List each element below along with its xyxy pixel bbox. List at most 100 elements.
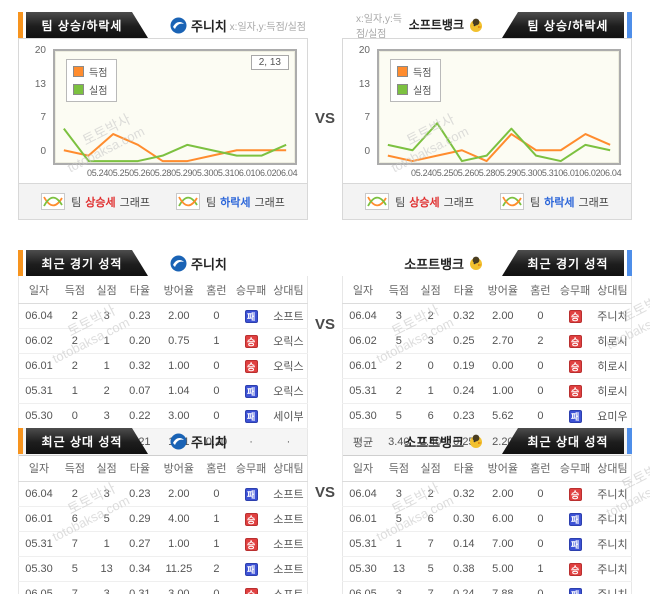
cell: 06.01 bbox=[342, 506, 383, 532]
cell: 0.32 bbox=[446, 481, 482, 507]
x-tick-label: 05.29 bbox=[495, 168, 517, 178]
cell: 11.25 bbox=[157, 556, 201, 582]
column-header: 승무패 bbox=[556, 454, 594, 482]
cell: 0 bbox=[200, 378, 233, 404]
cell: 0 bbox=[200, 403, 233, 429]
cell: 2 bbox=[382, 378, 415, 404]
cell: 6.00 bbox=[481, 506, 525, 532]
column-header: 방어율 bbox=[481, 276, 525, 304]
cell: 06.05 bbox=[18, 581, 59, 594]
cell: 7 bbox=[58, 581, 91, 594]
cell: 06.05 bbox=[342, 581, 383, 594]
section-title-tab: 최근 상대 성적 bbox=[26, 428, 148, 454]
result-cell: 승 bbox=[556, 328, 594, 354]
cell: 06.01 bbox=[18, 353, 59, 379]
cell: 0.23 bbox=[446, 403, 482, 429]
x-tick-label: 05.31 bbox=[213, 168, 235, 178]
result-cell: 패 bbox=[556, 506, 594, 532]
cell: 0.25 bbox=[446, 328, 482, 354]
softbank-mascot-icon bbox=[468, 17, 484, 33]
column-header: 실점 bbox=[90, 454, 123, 482]
cell: 5 bbox=[58, 556, 91, 582]
line-chart-softbank: 득점 실점 bbox=[377, 49, 621, 165]
y-tick-label: 13 bbox=[358, 78, 370, 90]
x-tick-label: 06.02 bbox=[579, 168, 601, 178]
accent-bar-blue bbox=[627, 250, 632, 276]
cell: 0.24 bbox=[446, 378, 482, 404]
cell: 6 bbox=[414, 506, 447, 532]
cell: 오릭스 bbox=[269, 378, 308, 404]
cell: 주니치 bbox=[593, 481, 632, 507]
cell: · bbox=[232, 428, 270, 456]
cell: 세이부 bbox=[269, 403, 308, 429]
cell: 0 bbox=[200, 303, 233, 329]
win-badge: 승 bbox=[568, 487, 582, 501]
y-tick-label: 0 bbox=[364, 145, 370, 157]
cell: 3 bbox=[382, 481, 415, 507]
cell: 2 bbox=[58, 303, 91, 329]
win-badge: 승 bbox=[568, 384, 582, 398]
cell: 3 bbox=[90, 303, 123, 329]
x-tick-label: 05.29 bbox=[171, 168, 193, 178]
y-axis-ticks: 20 13 7 0 bbox=[347, 45, 373, 157]
fall-graph-icon bbox=[500, 193, 524, 210]
column-header: 득점 bbox=[382, 454, 415, 482]
chart-legend: 득점 실점 bbox=[390, 59, 442, 102]
table-row: 06.01 5 6 0.30 6.00 0 패 주니치 bbox=[342, 506, 632, 532]
x-tick-label: 05.24 bbox=[411, 168, 433, 178]
team-name: 소프트뱅크 bbox=[404, 256, 464, 272]
cell: 오릭스 bbox=[269, 353, 308, 379]
cell: 1.00 bbox=[157, 531, 201, 557]
cell: 5 bbox=[382, 506, 415, 532]
cell: 0.27 bbox=[122, 531, 158, 557]
cell: 05.31 bbox=[18, 531, 59, 557]
cell: 0.07 bbox=[122, 378, 158, 404]
cell: 0 bbox=[524, 506, 557, 532]
section-title: 팀 상승/하락세 bbox=[41, 18, 123, 33]
result-cell: 패 bbox=[232, 303, 270, 329]
table-row: 06.04 3 2 0.32 2.00 0 승 주니치 bbox=[342, 481, 632, 507]
rise-graph-legend: 팀 상승세 그래프 bbox=[41, 193, 150, 210]
x-axis-ticks: 05.24 05.25 05.26 05.28 05.29 05.30 05.31 06.01… bbox=[411, 168, 622, 178]
cell: 2.00 bbox=[157, 303, 201, 329]
fall-graph-legend: 팀 하락세 그래프 bbox=[176, 193, 285, 210]
cell: 소프트 bbox=[269, 506, 308, 532]
cell: 히로시 bbox=[593, 378, 632, 404]
chunichi-logo-icon bbox=[170, 17, 187, 34]
table-row: 05.30 5 13 0.34 11.25 2 패 소프트 bbox=[18, 556, 308, 582]
section-title-tab: 최근 경기 성적 bbox=[502, 250, 624, 276]
cell: 소프트 bbox=[269, 303, 308, 329]
cell: 1 bbox=[200, 506, 233, 532]
team-label: 소프트뱅크 bbox=[404, 428, 488, 454]
cell: 05.31 bbox=[342, 531, 383, 557]
cell: 3 bbox=[382, 581, 415, 594]
conceded-color-swatch bbox=[397, 84, 408, 95]
cell: 06.02 bbox=[342, 328, 383, 354]
column-header: 타율 bbox=[122, 276, 158, 304]
y-tick-label: 20 bbox=[34, 45, 46, 56]
cell: 히로시 bbox=[593, 353, 632, 379]
cell: 4.00 bbox=[157, 506, 201, 532]
cell: 5 bbox=[382, 328, 415, 354]
cell: 2 bbox=[58, 328, 91, 354]
accent-bar-orange bbox=[18, 12, 23, 38]
cell: 6 bbox=[414, 403, 447, 429]
head-to-head-panel-softbank: 소프트뱅크 최근 상대 성적 일자 득점 실점 타율 방어율 홈런 승무패 상대팀 06.04… bbox=[342, 428, 632, 594]
cell: 0.38 bbox=[446, 556, 482, 582]
cell: 소프트 bbox=[269, 531, 308, 557]
loss-badge: 패 bbox=[244, 409, 258, 423]
column-header: 일자 bbox=[342, 276, 383, 304]
cell: 06.04 bbox=[18, 481, 59, 507]
cell: 06.01 bbox=[342, 353, 383, 379]
table-row: 06.01 6 5 0.29 4.00 1 승 소프트 bbox=[18, 506, 308, 532]
cell: 7.00 bbox=[481, 531, 525, 557]
table-row: 06.01 2 1 0.32 1.00 0 승 오릭스 bbox=[18, 353, 308, 379]
panel-header: 최근 경기 성적 주니치 bbox=[18, 250, 308, 276]
accent-bar-orange bbox=[18, 250, 23, 276]
cell: 1 bbox=[90, 531, 123, 557]
cell: 0 bbox=[200, 353, 233, 379]
cell: 2 bbox=[382, 353, 415, 379]
chart-zone: 20 13 7 0 득점 실점 05.24 05.25 05.26 05. bbox=[343, 39, 631, 183]
